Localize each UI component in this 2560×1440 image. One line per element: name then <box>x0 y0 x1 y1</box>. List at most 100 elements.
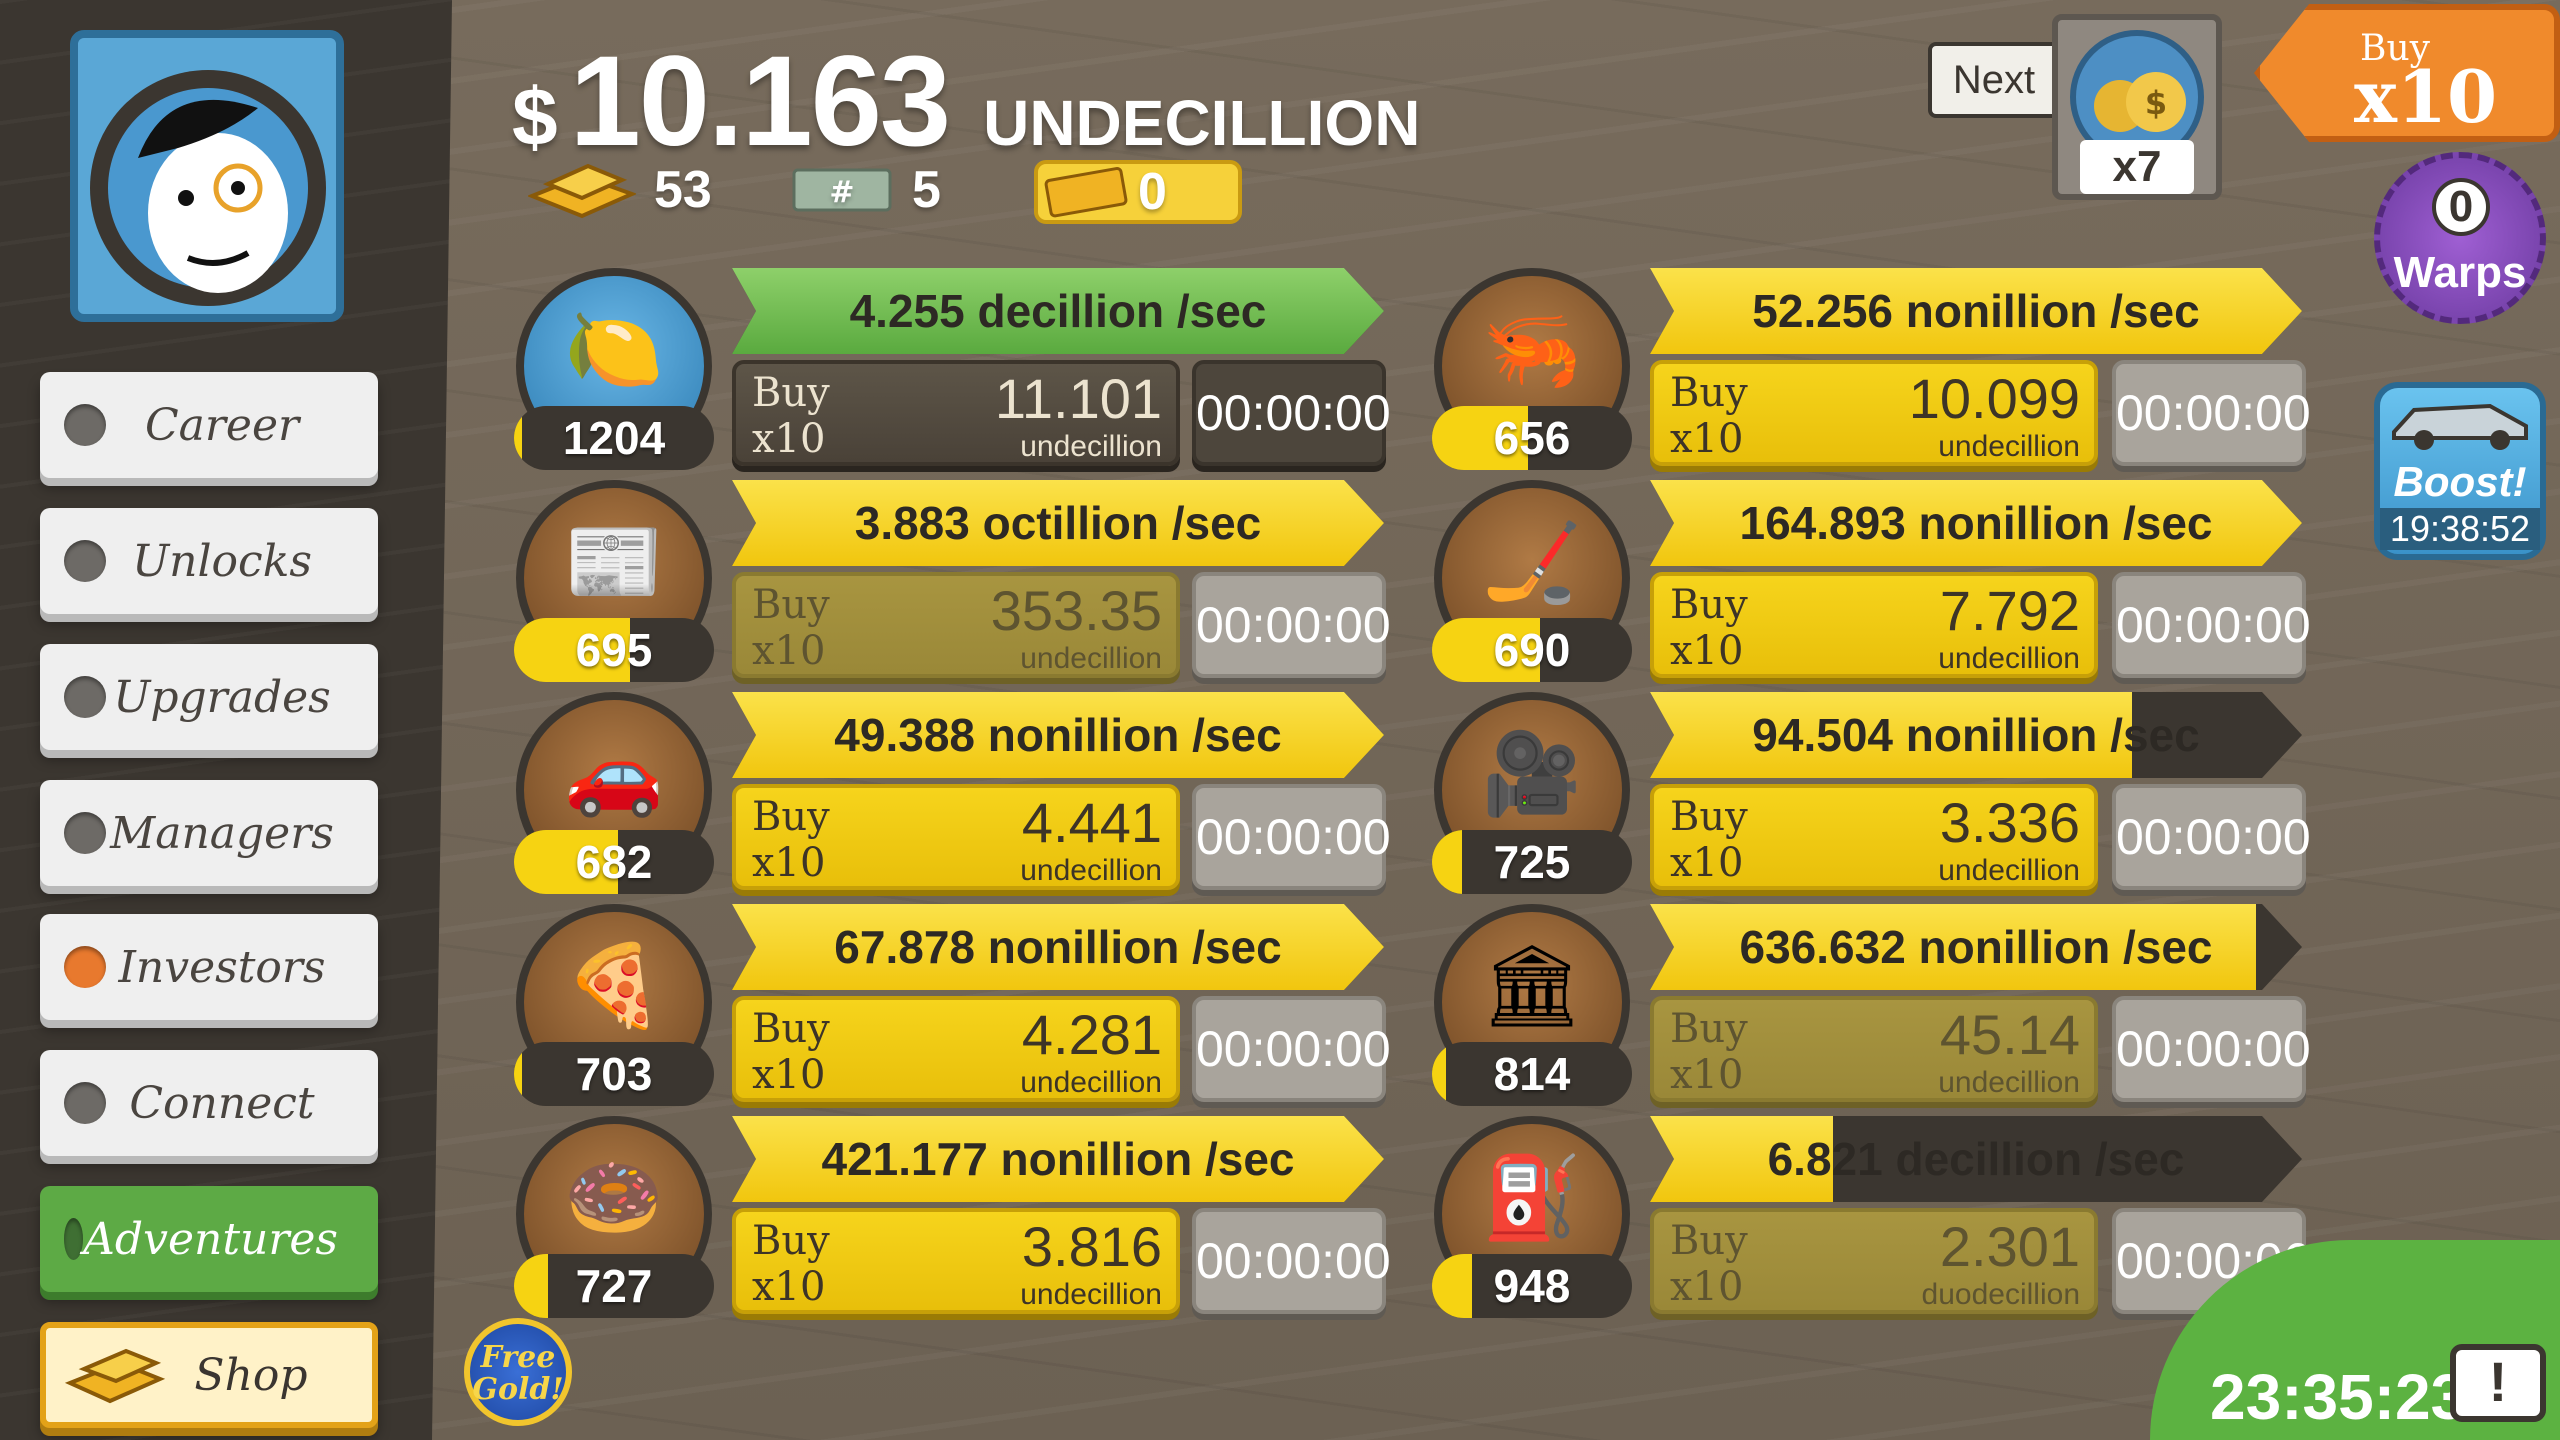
buy-cost: 10.099 <box>1908 367 2080 430</box>
next-unlock-button[interactable]: Next <box>1928 42 2060 118</box>
buy-multiplier: x10 <box>752 416 826 462</box>
buy-business-button[interactable]: Buy x10 7.792 undecillion <box>1650 572 2098 678</box>
connect-button[interactable]: Connect <box>40 1050 378 1156</box>
income-progress-fill <box>1650 480 2302 566</box>
owned-count-bar: 682 <box>514 830 714 894</box>
upgrades-button[interactable]: Upgrades <box>40 644 378 750</box>
buy-business-button[interactable]: Buy x10 3.816 undecillion <box>732 1208 1180 1314</box>
buy-label: Buy <box>1670 794 1748 840</box>
upgrades-label: Upgrades <box>113 671 331 723</box>
production-timer: 00:00:00 <box>2112 996 2311 1102</box>
managers-label: Managers <box>110 807 334 859</box>
owned-count-bar: 725 <box>1432 830 1632 894</box>
unlocks-label: Unlocks <box>132 535 312 587</box>
buy-multiplier-toggle[interactable]: Buy x10 <box>2254 4 2560 142</box>
production-timer: 00:00:00 <box>1192 360 1391 466</box>
buy-cost: 2.301 <box>1939 1215 2080 1278</box>
gold-count: 53 <box>654 161 712 219</box>
bank-icon: 🏛 <box>1481 941 1583 1030</box>
buy-cost-unit: duodecillion <box>1921 1278 2080 1311</box>
income-rate-bar: 4.255 decillion /sec <box>732 268 1384 354</box>
buy-business-button[interactable]: Buy x10 2.301 duodecillion <box>1650 1208 2098 1314</box>
event-timer-panel[interactable]: 23:35:23 ! <box>2150 1240 2560 1440</box>
owned-count: 695 <box>575 624 653 676</box>
movie-camera-icon: 🎥 <box>1482 729 1582 818</box>
income-rate-bar: 49.388 nonillion /sec <box>732 692 1384 778</box>
buy-cost: 7.792 <box>1939 579 2080 642</box>
megabucks-bill-icon: # <box>792 168 892 212</box>
gold-bars-icon <box>64 1348 166 1404</box>
buy-business-button[interactable]: Buy x10 3.336 undecillion <box>1650 784 2098 890</box>
income-rate-bar: 52.256 nonillion /sec <box>1650 268 2302 354</box>
adventures-button[interactable]: Adventures <box>40 1186 378 1292</box>
income-progress-fill <box>1650 1116 1833 1202</box>
buy-cost: 11.101 <box>994 367 1162 430</box>
buy-label: Buy <box>752 582 830 628</box>
buy-business-button[interactable]: Buy x10 4.281 undecillion <box>732 996 1180 1102</box>
owned-count-bar: 948 <box>1432 1254 1632 1318</box>
lemon-icon: 🍋 <box>564 305 664 394</box>
hockey-icon: 🏒 <box>1482 517 1582 606</box>
income-rate: 421.177 nonillion /sec <box>821 1133 1295 1185</box>
buy-multiplier: x10 <box>1670 1264 1744 1310</box>
free-gold-line2: Gold! <box>472 1372 564 1407</box>
notification-dot <box>64 1218 84 1260</box>
managers-button[interactable]: Managers <box>40 780 378 886</box>
production-timer: 00:00:00 <box>1192 784 1391 890</box>
milestone-progress-fill <box>1432 1254 1472 1318</box>
income-rate: 636.632 nonillion /sec <box>1739 921 2213 973</box>
income-rate-bar: 421.177 nonillion /sec <box>732 1116 1384 1202</box>
investors-label: Investors <box>118 941 326 993</box>
boost-button[interactable]: Boost! 19:38:52 <box>2374 382 2546 560</box>
career-button[interactable]: Career <box>40 372 378 478</box>
milestone-progress-fill <box>1432 406 1528 470</box>
buy-business-button[interactable]: Buy x10 4.441 undecillion <box>732 784 1180 890</box>
warps-count: 0 <box>2432 178 2490 236</box>
buy-multiplier: x10 <box>752 1264 826 1310</box>
car-wash-icon: 🚗 <box>564 729 664 818</box>
free-gold-button[interactable]: Free Gold! <box>464 1318 572 1426</box>
owned-count: 703 <box>575 1048 653 1100</box>
notification-dot <box>64 946 106 988</box>
buy-cost-unit: undecillion <box>1020 1066 1162 1099</box>
buy-business-button[interactable]: Buy x10 10.099 undecillion <box>1650 360 2098 466</box>
newspaper-icon: 📰 <box>564 517 664 606</box>
production-timer: 00:00:00 <box>1192 572 1391 678</box>
buy-multiplier: x10 <box>1670 628 1744 674</box>
income-progress-fill <box>1650 904 2257 990</box>
ticket-counter[interactable]: 0 <box>1034 160 1242 224</box>
next-unlock-card[interactable]: $ x7 <box>2052 14 2222 200</box>
notification-dot <box>64 676 106 718</box>
owned-count-bar: 1204 <box>514 406 714 470</box>
next-label: Next <box>1952 58 2036 102</box>
owned-count-bar: 656 <box>1432 406 1632 470</box>
income-rate-bar: 3.883 octillion /sec <box>732 480 1384 566</box>
buy-cost: 3.336 <box>1939 791 2080 854</box>
investors-button[interactable]: Investors <box>40 914 378 1020</box>
income-progress-fill <box>732 1116 1384 1202</box>
buy-business-button[interactable]: Buy x10 11.101 undecillion <box>732 360 1180 466</box>
boost-timer: 19:38:52 <box>2380 508 2540 550</box>
buy-multiplier-value: x10 <box>2354 54 2498 139</box>
shop-button[interactable]: Shop <box>40 1322 378 1428</box>
milestone-progress-fill <box>1432 618 1540 682</box>
tv-alert-icon: ! <box>2450 1344 2546 1422</box>
notification-dot <box>64 812 106 854</box>
money-unit: UNDECILLION <box>983 87 1421 159</box>
warps-button[interactable]: 0 Warps <box>2374 152 2546 324</box>
buy-business-button[interactable]: Buy x10 353.35 undecillion <box>732 572 1180 678</box>
income-rate-bar: 164.893 nonillion /sec <box>1650 480 2302 566</box>
buy-label: Buy <box>1670 370 1748 416</box>
income-rate-bar: 636.632 nonillion /sec <box>1650 904 2302 990</box>
income-progress-fill <box>1650 268 2302 354</box>
money-amount: 10.163 <box>569 30 951 173</box>
buy-cost-unit: undecillion <box>1938 430 2080 463</box>
unlocks-button[interactable]: Unlocks <box>40 508 378 614</box>
buy-business-button[interactable]: Buy x10 45.14 undecillion <box>1650 996 2098 1102</box>
notification-dot <box>64 404 106 446</box>
total-money: $ 10.163 UNDECILLION <box>512 28 1420 175</box>
astronaut-avatar-icon <box>90 70 326 306</box>
income-rate-bar: 94.504 nonillion /sec <box>1650 692 2302 778</box>
income-rate: 67.878 nonillion /sec <box>834 921 1282 973</box>
player-avatar[interactable] <box>70 30 344 322</box>
